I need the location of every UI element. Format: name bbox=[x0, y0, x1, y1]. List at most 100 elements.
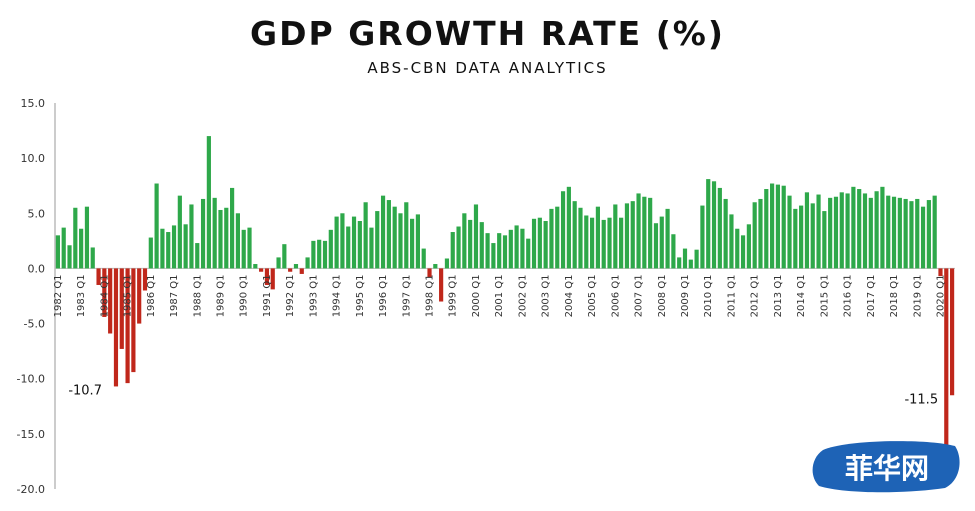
bar-positive bbox=[828, 197, 833, 269]
bar-positive bbox=[497, 233, 502, 269]
bar-positive bbox=[682, 248, 688, 269]
bar-positive bbox=[200, 198, 206, 269]
bar-positive bbox=[526, 238, 531, 269]
bar-positive bbox=[247, 227, 252, 269]
bar-positive bbox=[415, 214, 420, 269]
bar-positive bbox=[79, 228, 84, 269]
bar-negative bbox=[427, 268, 432, 278]
x-tick-label: 2000 Q1 bbox=[471, 274, 482, 317]
y-tick-label: 0.0 bbox=[28, 262, 46, 275]
x-tick-label: 2009 Q1 bbox=[680, 274, 691, 317]
bar-positive bbox=[781, 185, 786, 269]
x-tick-label: 2019 Q1 bbox=[912, 274, 923, 317]
bar-positive bbox=[351, 216, 357, 269]
bar-positive bbox=[148, 237, 153, 269]
y-tick-label: 5.0 bbox=[28, 207, 46, 220]
bar-positive bbox=[909, 201, 914, 269]
bar-positive bbox=[456, 226, 461, 269]
bar-positive bbox=[613, 204, 618, 269]
bar-positive bbox=[491, 243, 496, 269]
bar-positive bbox=[520, 228, 525, 269]
bar-positive bbox=[485, 233, 490, 269]
bar-positive bbox=[717, 187, 722, 269]
bar-positive bbox=[450, 232, 455, 269]
bar-positive bbox=[897, 197, 902, 269]
bar-negative bbox=[113, 268, 119, 387]
bar-positive bbox=[804, 192, 810, 269]
bar-positive bbox=[322, 240, 328, 269]
data-label: -11.5 bbox=[904, 392, 938, 407]
bar-positive bbox=[787, 195, 792, 269]
x-tick-label: 1984 Q1 bbox=[99, 274, 110, 317]
bar-positive bbox=[874, 191, 879, 269]
x-tick-label: 1983 Q1 bbox=[76, 274, 87, 317]
x-tick-label: 1991 Q1 bbox=[262, 274, 273, 317]
bar-positive bbox=[793, 208, 798, 269]
bar-positive bbox=[514, 225, 519, 269]
x-tick-label: 1997 Q1 bbox=[401, 274, 412, 317]
bar-positive bbox=[160, 228, 165, 269]
bar-positive bbox=[584, 215, 589, 269]
y-tick-labels: 15.0 10.0 5.0 0.0 -5.0 -10.0 -15.0 -20.0 bbox=[17, 97, 45, 496]
x-tick-label: 2011 Q1 bbox=[726, 274, 737, 317]
bar-positive bbox=[671, 234, 676, 269]
bar-positive bbox=[90, 247, 95, 269]
bar-positive bbox=[915, 198, 920, 269]
bar-negative bbox=[288, 268, 293, 272]
bar-positive bbox=[67, 245, 72, 269]
bar-negative bbox=[108, 268, 113, 334]
x-tick-label: 2002 Q1 bbox=[517, 274, 528, 317]
bar-positive bbox=[328, 229, 333, 269]
bar-positive bbox=[566, 186, 571, 269]
y-tick-label: -20.0 bbox=[17, 483, 45, 496]
bar-positive bbox=[601, 219, 606, 269]
bar-positive bbox=[189, 204, 194, 269]
bar-negative bbox=[131, 268, 136, 373]
bar-positive bbox=[694, 249, 699, 269]
bar-positive bbox=[799, 205, 804, 269]
bar-negative bbox=[125, 268, 130, 384]
x-tick-label: 2016 Q1 bbox=[843, 274, 854, 317]
bar-positive bbox=[590, 217, 595, 269]
y-tick-label: -15.0 bbox=[17, 428, 45, 441]
bar-negative bbox=[439, 268, 444, 302]
x-tick-label: 1998 Q1 bbox=[425, 274, 436, 317]
x-tick-label: 2007 Q1 bbox=[634, 274, 645, 317]
bar-positive bbox=[241, 229, 246, 269]
watermark-logo: 菲华网 bbox=[812, 441, 960, 493]
bar-positive bbox=[55, 235, 60, 269]
bar-positive bbox=[468, 219, 473, 269]
bar-positive bbox=[862, 193, 868, 269]
bar-positive bbox=[183, 224, 188, 269]
x-tick-label: 1982 Q1 bbox=[53, 274, 64, 317]
bar-positive bbox=[810, 203, 815, 269]
bar-positive bbox=[235, 213, 240, 269]
x-tick-label: 2014 Q1 bbox=[796, 274, 807, 317]
bar-positive bbox=[555, 206, 560, 269]
bar-positive bbox=[357, 221, 362, 269]
bar-positive bbox=[549, 208, 554, 269]
bar-negative bbox=[259, 268, 264, 272]
chart-title: GDP GROWTH RATE (%) bbox=[250, 14, 725, 53]
bar-series bbox=[55, 136, 955, 445]
x-tick-label: 1986 Q1 bbox=[146, 274, 157, 317]
bar-negative bbox=[270, 268, 275, 290]
bar-positive bbox=[195, 243, 200, 269]
bar-positive bbox=[386, 200, 391, 269]
bar-positive bbox=[212, 197, 217, 269]
bar-positive bbox=[746, 224, 751, 269]
x-tick-label: 2003 Q1 bbox=[541, 274, 552, 317]
bar-positive bbox=[572, 201, 577, 269]
data-label: -10.7 bbox=[68, 383, 102, 398]
bar-positive bbox=[462, 213, 467, 269]
bar-positive bbox=[84, 206, 90, 269]
bar-positive bbox=[764, 189, 769, 269]
bar-positive bbox=[880, 186, 885, 269]
bar-positive bbox=[711, 181, 717, 269]
y-tick-label: 15.0 bbox=[21, 97, 46, 110]
bar-positive bbox=[723, 198, 728, 269]
annotations: -10.7 -11.5 bbox=[68, 383, 938, 407]
bar-positive bbox=[886, 195, 891, 269]
bar-positive bbox=[206, 136, 211, 269]
bar-positive bbox=[404, 202, 409, 269]
